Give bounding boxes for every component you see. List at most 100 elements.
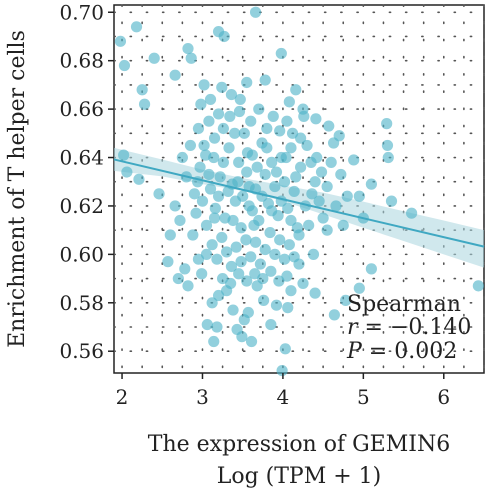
data-point: [245, 115, 257, 127]
y-tick-label: 0.66: [59, 97, 104, 121]
data-point: [208, 335, 220, 348]
data-point: [203, 115, 215, 127]
annotation-p-label: P: [346, 339, 363, 364]
data-point: [325, 156, 337, 168]
data-point: [233, 156, 245, 168]
data-point: [321, 224, 333, 236]
data-point: [225, 88, 238, 101]
data-point: [169, 200, 181, 212]
data-point: [257, 272, 269, 285]
data-point: [241, 76, 253, 89]
data-point: [187, 229, 199, 241]
data-point: [295, 161, 307, 173]
data-point: [208, 151, 220, 164]
data-point: [208, 212, 221, 224]
x-tick-label: 3: [196, 385, 209, 409]
data-point: [264, 226, 276, 239]
data-point: [200, 248, 213, 260]
data-point: [138, 98, 151, 110]
axis-ticks: 2 3 4 5 6 0.56 0.58 0.60 0.62 0.64 0.66 0.68 0.70: [59, 0, 450, 409]
data-point: [381, 139, 394, 152]
data-point: [204, 183, 217, 195]
data-point: [216, 231, 228, 244]
y-tick-label: 0.62: [59, 194, 104, 218]
data-point: [201, 318, 213, 331]
data-point: [267, 110, 279, 122]
annotation-p: P = 0.002: [346, 339, 457, 364]
data-point: [406, 207, 418, 219]
data-point: [270, 299, 283, 311]
x-tick-label: 5: [357, 385, 370, 409]
x-axis-subtitle: Log (TPM + 1): [217, 464, 382, 489]
data-point: [184, 139, 197, 152]
data-point: [190, 207, 202, 219]
data-point: [227, 304, 239, 316]
data-point: [309, 287, 321, 299]
data-point: [265, 318, 277, 331]
annotation-r-label: r: [347, 315, 359, 340]
data-point: [317, 212, 329, 224]
data-point: [209, 202, 221, 214]
data-point: [118, 59, 131, 72]
data-point: [385, 195, 398, 207]
data-point: [212, 289, 225, 302]
annotation-p-value: = 0.002: [362, 339, 457, 364]
data-point: [238, 314, 250, 326]
data-point: [198, 79, 210, 91]
data-point: [121, 166, 133, 178]
data-point: [259, 168, 271, 181]
data-point: [276, 364, 288, 377]
data-point: [238, 127, 250, 139]
data-point: [172, 272, 184, 285]
annotation-r-value: = −0.140: [358, 315, 472, 340]
data-point: [281, 270, 293, 282]
data-point: [208, 132, 221, 144]
data-point: [216, 81, 228, 93]
data-point: [282, 302, 294, 314]
data-point: [365, 263, 377, 275]
data-point: [214, 171, 226, 183]
data-point: [237, 190, 249, 202]
data-point: [229, 127, 241, 139]
data-point: [321, 180, 333, 193]
data-point: [290, 84, 302, 96]
data-point: [174, 214, 186, 227]
data-point: [340, 294, 352, 306]
data-point: [281, 115, 293, 127]
data-point: [335, 168, 347, 181]
data-point: [381, 118, 393, 130]
data-point: [306, 188, 318, 200]
data-point: [333, 130, 345, 142]
data-point: [253, 103, 265, 115]
data-point: [286, 127, 299, 139]
regression-line: [113, 158, 485, 248]
data-point: [240, 234, 252, 246]
data-point: [192, 253, 205, 265]
data-point: [353, 190, 365, 202]
data-point: [164, 229, 176, 241]
data-point: [278, 176, 291, 188]
data-point: [341, 190, 353, 202]
data-point: [206, 297, 218, 309]
data-point: [225, 277, 237, 290]
data-point: [185, 52, 197, 64]
data-point: [222, 185, 234, 198]
data-point: [353, 282, 365, 294]
data-point: [285, 214, 297, 227]
data-point: [194, 161, 206, 173]
data-point: [315, 166, 328, 178]
data-point: [290, 171, 302, 183]
data-point: [274, 234, 286, 246]
data-point: [216, 272, 229, 285]
data-point: [233, 105, 246, 118]
data-point: [265, 265, 277, 277]
x-tick-label: 4: [277, 385, 290, 409]
data-point: [182, 42, 194, 55]
data-point: [266, 156, 278, 168]
data-point: [233, 268, 245, 280]
data-point: [254, 258, 266, 270]
x-tick-label: 6: [437, 385, 450, 409]
y-tick-label: 0.64: [59, 146, 104, 170]
data-point: [227, 214, 239, 227]
